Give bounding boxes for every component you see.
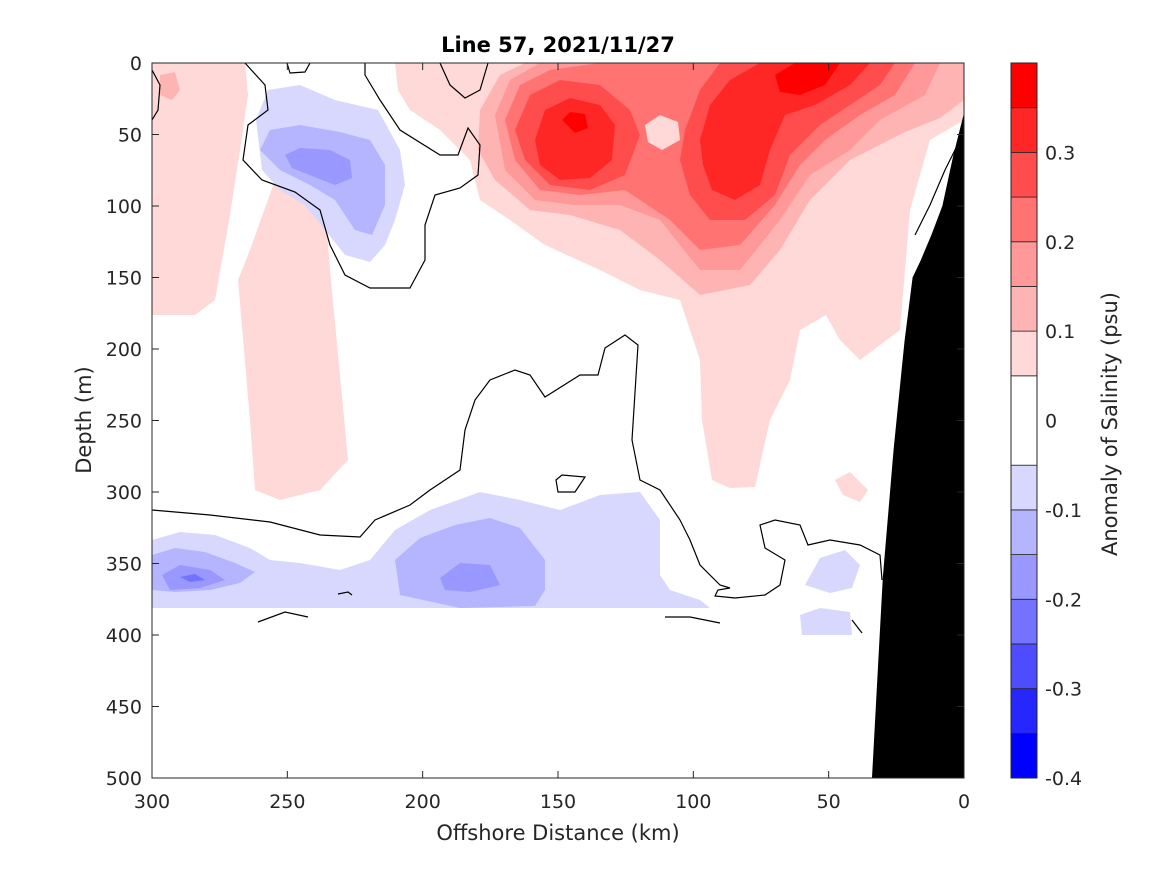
contour-fill-neg-5b xyxy=(395,518,545,608)
x-tick-label: 50 xyxy=(817,791,841,813)
x-tick-label: 0 xyxy=(958,791,970,813)
zero-contour-line xyxy=(439,63,489,99)
colorbar-segment xyxy=(1010,688,1038,734)
colorbar-segment xyxy=(1010,62,1038,109)
colorbar-segment xyxy=(1010,151,1038,198)
colorbar-tick-label: 0 xyxy=(1045,411,1057,433)
zero-contour-line xyxy=(257,611,309,623)
zero-contour-line xyxy=(851,619,863,634)
colorbar-segment xyxy=(1010,107,1038,153)
x-tick-label: 250 xyxy=(269,791,305,813)
contour-fill-neg-6b xyxy=(440,563,500,592)
colorbar-tick-label: 0.3 xyxy=(1045,142,1075,164)
colorbar-segment xyxy=(1010,732,1038,779)
zero-contour-line xyxy=(242,63,481,289)
colorbar xyxy=(1010,62,1038,779)
colorbar-tick-label: -0.3 xyxy=(1045,679,1082,701)
colorbar-segment xyxy=(1010,554,1038,600)
contour-fill-pos-1 xyxy=(152,63,248,315)
zero-contour-line xyxy=(337,591,353,596)
contour-fill-neg-7 xyxy=(180,574,205,582)
colorbar-segment xyxy=(1010,598,1038,645)
x-tick-label: 200 xyxy=(405,791,441,813)
colorbar-tick-label: -0.2 xyxy=(1045,589,1082,611)
y-tick-label: 200 xyxy=(106,339,142,361)
bathymetry-mask xyxy=(871,113,964,778)
colorbar-tick-label: -0.1 xyxy=(1045,500,1082,522)
contour-fill-neg-4b xyxy=(805,550,860,593)
y-tick-label: 50 xyxy=(118,125,142,147)
colorbar-title: Anomaly of Salinity (psu) xyxy=(1098,292,1122,556)
contour-fill-neg-4c xyxy=(800,608,852,635)
y-tick-label: 400 xyxy=(106,625,142,647)
colorbar-segment xyxy=(1010,464,1038,511)
y-axis: 0 50 100 150 200 250 300 350 400 450 500 xyxy=(106,53,964,790)
y-axis-title: Depth (m) xyxy=(72,366,96,473)
x-tick-label: 100 xyxy=(675,791,711,813)
contour-fill-pos-1b xyxy=(238,180,348,500)
colorbar-segment xyxy=(1010,196,1038,243)
colorbar-tick-label: 0.1 xyxy=(1045,321,1075,343)
contour-fills xyxy=(152,63,964,778)
x-tick-label: 150 xyxy=(540,791,576,813)
y-tick-label: 350 xyxy=(106,554,142,576)
colorbar-segment xyxy=(1010,643,1038,690)
colorbar-border xyxy=(1010,62,1038,779)
chart-title: Line 57, 2021/11/27 xyxy=(441,33,675,57)
y-tick-label: 450 xyxy=(106,697,142,719)
contour-fill-neg-3 xyxy=(285,148,352,185)
x-tick-label: 300 xyxy=(134,791,170,813)
zero-contour-line xyxy=(286,63,311,74)
x-axis: 300 250 200 150 100 50 0 xyxy=(134,63,970,813)
zero-contour-line xyxy=(665,616,721,624)
contour-fill-pos-1d xyxy=(835,472,868,502)
y-tick-label: 100 xyxy=(106,196,142,218)
contour-fill-pos-6b xyxy=(700,63,870,200)
contour-fill-pos-2 xyxy=(160,72,180,100)
colorbar-segment xyxy=(1010,330,1038,377)
zero-contour-line xyxy=(914,139,961,236)
y-tick-label: 0 xyxy=(130,53,142,75)
contour-fill-pos-6 xyxy=(535,98,615,180)
zero-contours xyxy=(152,63,961,634)
contour-fill-pos-7 xyxy=(775,63,840,95)
colorbar-tick-label: -0.4 xyxy=(1045,768,1082,790)
plot-area: 300 250 200 150 100 50 0 050100150200250300350… xyxy=(106,53,970,813)
contour-gap-1 xyxy=(645,115,680,150)
colorbar-segment xyxy=(1010,241,1038,287)
colorbar-tick-label: 0.2 xyxy=(1045,232,1075,254)
colorbar-axis: -0.4 -0.3 -0.2 -0.1 0 0.1 0.2 0.3 xyxy=(1045,142,1082,790)
y-tick-label: 150 xyxy=(106,268,142,290)
y-tick-label: 500 xyxy=(106,768,142,790)
y-tick-label: 300 xyxy=(106,482,142,504)
x-axis-title: Offshore Distance (km) xyxy=(436,821,679,845)
zero-contour-line xyxy=(152,334,883,599)
contour-fill-pos-7b xyxy=(562,112,588,133)
y-tick-label: 250 xyxy=(106,411,142,433)
colorbar-segment xyxy=(1010,509,1038,555)
zero-contour-line xyxy=(555,474,587,493)
colorbar-segment xyxy=(1010,286,1038,332)
zero-contour-line xyxy=(152,69,161,121)
colorbar-segment xyxy=(1010,375,1038,466)
